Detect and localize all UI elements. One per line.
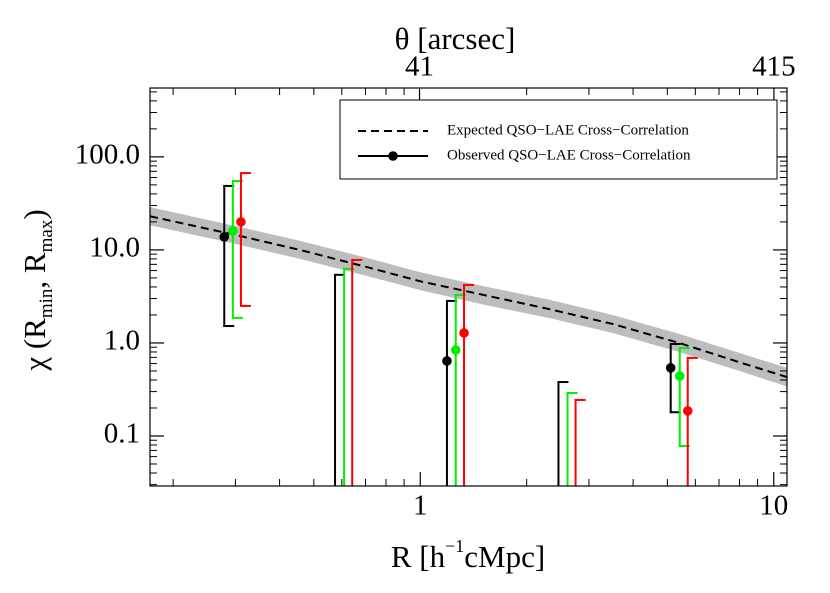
x-axis-label-part: R [h xyxy=(391,539,446,574)
y-tick-label: 1.0 xyxy=(104,325,140,357)
y-axis-label-part: min xyxy=(36,288,57,318)
model-line xyxy=(150,215,787,379)
error-bar xyxy=(557,381,569,486)
error-bar xyxy=(463,283,475,486)
point xyxy=(665,363,676,373)
point xyxy=(236,217,246,227)
x-axis-label-part: −1 xyxy=(445,536,464,556)
error-bar xyxy=(686,356,698,486)
error-bar xyxy=(239,172,251,307)
y-axis-label-part: max xyxy=(36,219,57,252)
point xyxy=(228,226,238,236)
plot-area xyxy=(150,172,787,486)
x-axis-label-part: cMpc] xyxy=(464,539,545,574)
top-axis-label: θ [arcsec] xyxy=(395,21,516,56)
error-bar xyxy=(351,258,363,486)
y-tick-label: 100.0 xyxy=(75,139,140,171)
legend-marker xyxy=(388,151,398,161)
y-axis-label-part: ) xyxy=(17,209,52,219)
point xyxy=(450,345,461,355)
x-axis-label: R [h−1cMpc] xyxy=(391,536,545,574)
y-axis-label-part: , R xyxy=(17,252,52,289)
error-bar xyxy=(566,391,578,486)
y-axis-label-part: χ (R xyxy=(17,318,52,372)
point xyxy=(674,371,685,381)
legend-label: Expected QSO−LAE Cross−Correlation xyxy=(447,122,689,138)
x-tick-label: 10 xyxy=(759,490,788,522)
x2-tick-label: 41 xyxy=(405,51,434,83)
point xyxy=(219,232,230,242)
y-tick-label: 10.0 xyxy=(89,232,140,264)
y-tick-label: 0.1 xyxy=(104,418,140,450)
point xyxy=(682,406,693,416)
legend-box xyxy=(339,99,778,180)
legend-label: Observed QSO−LAE Cross−Correlation xyxy=(447,147,691,163)
x2-tick-label: 415 xyxy=(752,51,796,83)
model-band xyxy=(150,207,787,387)
point xyxy=(459,328,469,338)
point xyxy=(442,356,452,366)
x-tick-label: 1 xyxy=(413,490,428,522)
error-bar xyxy=(574,398,586,486)
y-axis-label: χ (Rmin, Rmax) xyxy=(17,209,57,371)
